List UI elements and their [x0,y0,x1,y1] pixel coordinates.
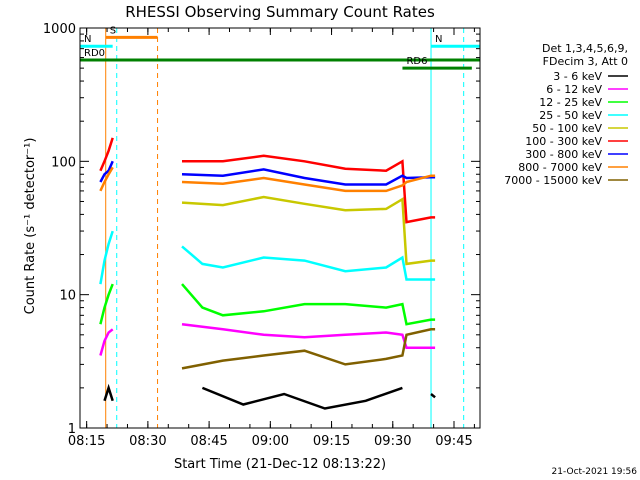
series-line-1 [100,329,112,355]
legend-entry-label: 6 - 12 keV [546,83,602,96]
legend-entry-label: 100 - 300 keV [525,135,602,148]
flag-label: RD6 [406,56,427,67]
legend-entry-label: 300 - 800 keV [525,148,602,161]
flag-label: S [110,25,116,36]
legend-entry-label: 800 - 7000 keV [518,161,602,174]
series-line-0 [431,394,435,397]
series-line-2 [182,284,435,324]
flags-layer: S N N RD0 RD6 [80,25,480,68]
series-layer [100,138,435,409]
series-line-5 [182,156,435,222]
x-tick-label: 08:45 [190,434,227,449]
x-axis-label: Start Time (21-Dec-12 08:13:22) [174,457,386,472]
series-line-6 [182,169,435,184]
legend-entry-label: 50 - 100 keV [532,122,602,135]
y-axis-label: Count Rate (s⁻¹ detector⁻¹) [23,138,38,315]
legend-entry-label: 3 - 6 keV [553,70,602,83]
timestamp: 21-Oct-2021 19:56 [552,467,638,477]
series-line-1 [182,324,435,348]
x-tick-label: 09:15 [313,434,350,449]
legend: Det 1,3,4,5,6,9,FDecim 3, Att 0 3 - 6 keV… [504,42,628,187]
chart-title: RHESSI Observing Summary Count Rates [125,3,435,21]
flag-label: N [435,34,442,45]
x-tick-label: 09:30 [374,434,411,449]
count-rate-chart: RHESSI Observing Summary Count Rates S N N… [0,0,640,480]
vertical-markers [106,28,464,428]
flag-label: N [84,34,91,45]
x-tick-label: 09:00 [252,434,289,449]
series-line-4 [182,197,435,264]
series-line-2 [100,284,112,324]
y-tick-label: 1 [68,422,76,437]
series-line-0 [202,388,402,409]
legend-header-line: Det 1,3,4,5,6,9, [542,42,628,55]
flag-label: RD0 [84,48,105,59]
legend-entry-label: 25 - 50 keV [539,109,602,122]
series-line-3 [182,246,435,279]
y-tick-label: 1000 [43,22,76,37]
x-tick-label: 08:30 [129,434,166,449]
x-tick-label: 09:45 [435,434,472,449]
plot-frame [80,28,480,428]
y-tick-label: 10 [59,289,76,304]
legend-header-line: FDecim 3, Att 0 [543,55,628,68]
series-line-3 [100,231,112,284]
legend-entry-label: 12 - 25 keV [539,96,602,109]
legend-entry-label: 7000 - 15000 keV [504,174,602,187]
y-tick-label: 100 [51,155,76,170]
